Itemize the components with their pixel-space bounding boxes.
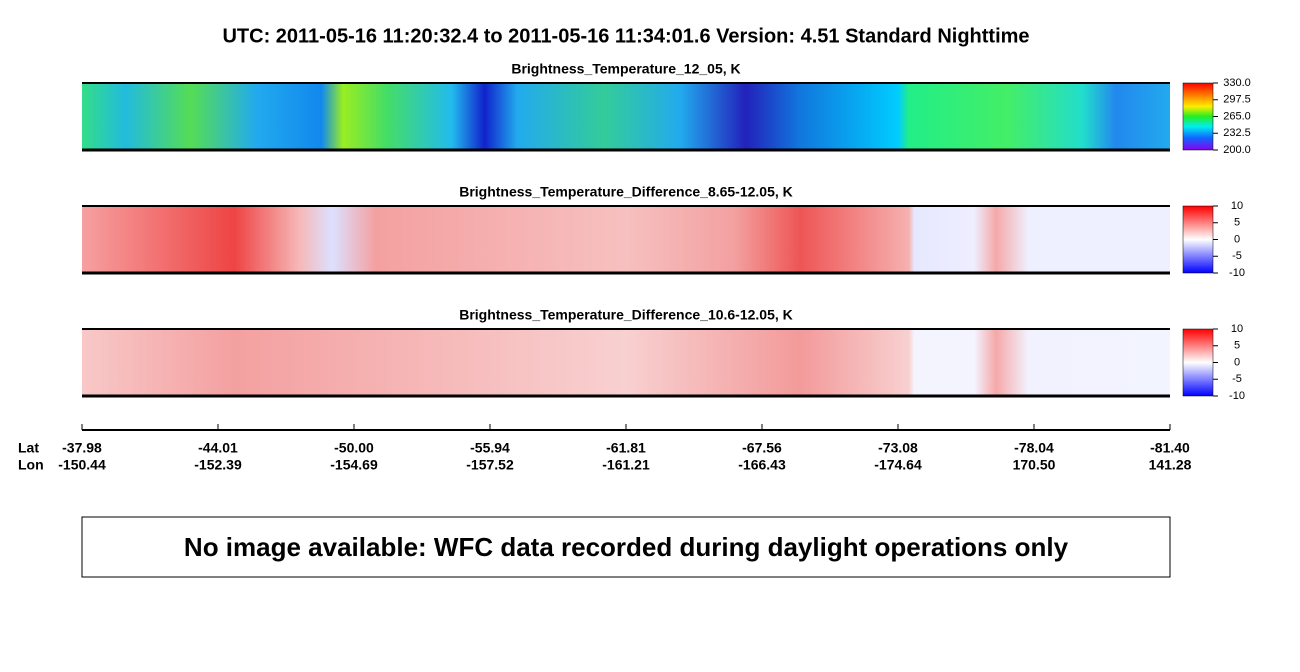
colorbar [1182,82,1214,151]
title: UTC: 2011-05-16 11:20:32.4 to 2011-05-16… [222,25,1029,47]
lat-label: -73.08 [878,440,918,456]
lat-label: -81.40 [1150,440,1190,456]
lon-label: 170.50 [1013,457,1056,473]
row-label: Lat [18,440,39,456]
lon-label: 141.28 [1149,457,1192,473]
colorbar-label: -10 [1229,267,1245,279]
colorbar-label: 0 [1234,356,1240,368]
colorbar-label: 5 [1234,340,1240,352]
lat-label: -61.81 [606,440,646,456]
panel-title: Brightness_Temperature_Difference_8.65-1… [459,184,793,200]
panels: Brightness_Temperature_12_05, K 330.0 297.… [82,61,1251,402]
colorbar-label: 297.5 [1223,94,1251,106]
lat-label: -55.94 [470,440,510,456]
colorbar [1182,328,1214,397]
lon-label: -152.39 [194,457,242,473]
lon-label: -150.44 [58,457,106,473]
lat-label: -50.00 [334,440,374,456]
lon-label: -161.21 [602,457,650,473]
image-strip [82,206,1170,273]
lat-label: -44.01 [198,440,238,456]
colorbar-label: 265.0 [1223,110,1251,122]
colorbar-label: 330.0 [1223,77,1251,89]
notice-box [81,516,1171,578]
lat-label: -78.04 [1014,440,1054,456]
colorbar-label: 200.0 [1223,144,1251,156]
axis-ticks: -37.98-150.44 -44.01-152.39 -50.00-154.69 -… [58,424,1192,473]
colorbar-label: 10 [1231,200,1243,212]
lon-label: -166.43 [738,457,786,473]
lat-label: -67.56 [742,440,782,456]
lon-label: -174.64 [874,457,922,473]
panel-title: Brightness_Temperature_12_05, K [511,61,740,77]
colorbar-label: 10 [1231,323,1243,335]
row-label: Lon [18,457,44,473]
panel-title: Brightness_Temperature_Difference_10.6-1… [459,307,793,323]
colorbar-label: -5 [1232,250,1242,262]
lon-label: -154.69 [330,457,378,473]
image-strip [82,83,1170,150]
colorbar-label: 0 [1234,233,1240,245]
colorbar [1182,205,1214,274]
colorbar-label: -5 [1232,373,1242,385]
colorbar-label: 232.5 [1223,127,1251,139]
lat-label: -37.98 [62,440,102,456]
colorbar-label: 5 [1234,217,1240,229]
colorbar-label: -10 [1229,390,1245,402]
image-strip [82,329,1170,396]
notice: No image available: WFC data recorded du… [184,532,1069,562]
lon-label: -157.52 [466,457,514,473]
